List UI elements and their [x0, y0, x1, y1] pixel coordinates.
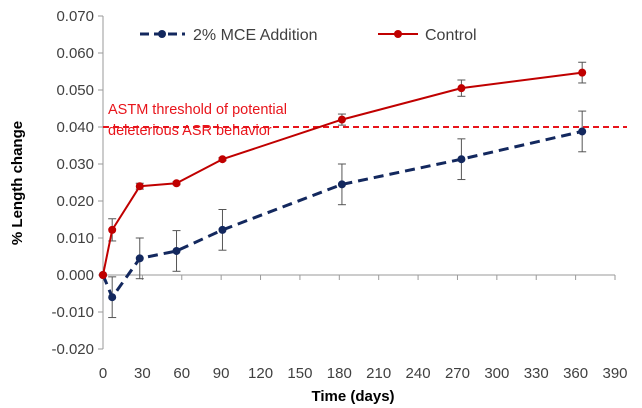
x-tick-label: 60 [173, 365, 190, 382]
x-tick-label: 210 [366, 365, 391, 382]
x-tick-label: 390 [602, 365, 627, 382]
x-tick-label: 120 [248, 365, 273, 382]
series-line-mce [101, 129, 583, 299]
series-mce [99, 110, 587, 319]
x-tick-label: 270 [445, 365, 470, 382]
series-line-control [102, 71, 583, 276]
data-point-mce [578, 127, 587, 136]
data-point-control [578, 68, 587, 77]
plot-area: -0.020 -0.010 0.000 0.010 0.020 0.030 0.040 0.0… [51, 8, 627, 382]
x-tick-label: 330 [524, 365, 549, 382]
data-point-control [337, 115, 346, 124]
legend-item-mce: 2% MCE Addition [140, 27, 318, 44]
legend-swatch-mce-marker [158, 30, 166, 38]
y-tick-label: 0.060 [56, 45, 94, 62]
y-tick-label: 0.030 [56, 156, 94, 173]
y-tick-label: -0.010 [51, 304, 94, 321]
legend-label-mce: 2% MCE Addition [193, 27, 318, 44]
legend-item-control: Control [378, 27, 477, 44]
data-point-mce [135, 254, 144, 263]
data-point-control [99, 271, 107, 279]
y-tick-label: 0.000 [56, 267, 94, 284]
threshold-annotation: ASTM threshold of potential deleterious … [108, 102, 287, 139]
legend-swatch-control-marker [394, 30, 402, 38]
data-point-control [172, 179, 181, 188]
series-control [99, 61, 587, 279]
x-tick-label: 360 [563, 365, 588, 382]
data-point-mce [337, 180, 346, 189]
x-axis-title: Time (days) [311, 388, 394, 405]
legend: 2% MCE Addition Control [140, 27, 477, 44]
data-point-control [218, 155, 227, 164]
y-tick-label: 0.070 [56, 8, 94, 25]
data-point-mce [172, 246, 181, 255]
legend-label-control: Control [425, 27, 477, 44]
x-tick-label: 180 [327, 365, 352, 382]
data-point-mce [108, 293, 117, 302]
y-axis-title: % Length change [9, 121, 26, 245]
y-tick-label: 0.050 [56, 82, 94, 99]
y-tick-label: -0.020 [51, 341, 94, 358]
x-tick-label: 90 [213, 365, 230, 382]
data-point-control [457, 84, 466, 93]
threshold-label-line2: deleterious ASR behavior [108, 123, 272, 139]
x-tick-label: 150 [287, 365, 312, 382]
data-point-control [135, 182, 144, 191]
y-tick-label: 0.020 [56, 193, 94, 210]
x-tick-label: 0 [99, 365, 107, 382]
x-tick-label: 300 [484, 365, 509, 382]
x-tick-label: 30 [134, 365, 151, 382]
data-point-mce [218, 225, 227, 234]
data-point-control [108, 225, 117, 234]
x-tick-label: 240 [406, 365, 431, 382]
y-tick-label: 0.040 [56, 119, 94, 136]
data-point-mce [457, 155, 466, 164]
threshold-label-line1: ASTM threshold of potential [108, 102, 287, 118]
y-tick-label: 0.010 [56, 230, 94, 247]
